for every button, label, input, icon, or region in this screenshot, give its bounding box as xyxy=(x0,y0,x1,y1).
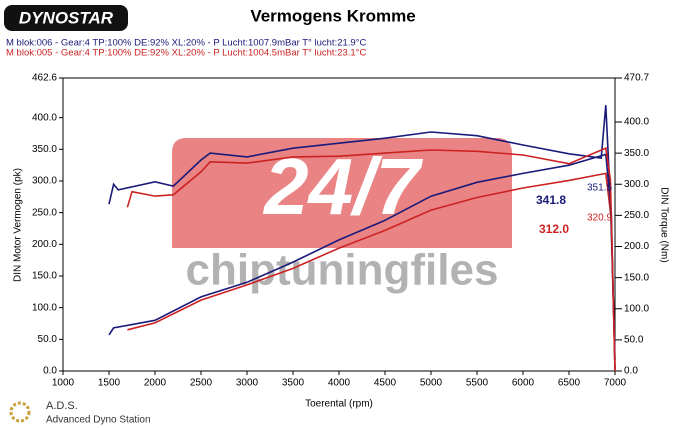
y2-tick-label: 300.0 xyxy=(624,179,649,190)
x-axis-label: Toerental (rpm) xyxy=(305,399,373,410)
y2-tick-label: 400.0 xyxy=(624,117,649,128)
series-line xyxy=(127,172,616,372)
x-tick-label: 7000 xyxy=(604,378,627,389)
x-tick-label: 3000 xyxy=(236,378,259,389)
y-axis-label: DIN Motor Vermogen (pk) xyxy=(13,168,24,282)
footer-name: Advanced Dyno Station xyxy=(46,415,151,426)
x-tick-label: 1000 xyxy=(52,378,75,389)
y-tick-label: 350.0 xyxy=(32,144,57,155)
x-tick-label: 1500 xyxy=(98,378,121,389)
logo-badge xyxy=(4,5,128,31)
y-tick-label: 150.0 xyxy=(32,271,57,282)
y-tick-label: 300.0 xyxy=(32,176,57,187)
y2-tick-label: 200.0 xyxy=(624,241,649,252)
annotation: 320.9 xyxy=(587,213,612,224)
watermark-small: chiptuningfiles xyxy=(186,246,499,295)
y-tick-label: 0.0 xyxy=(43,366,57,377)
y-tick-label: 250.0 xyxy=(32,207,57,218)
chart-title: Vermogens Kromme xyxy=(250,6,415,25)
annotation: 341.8 xyxy=(536,193,566,207)
footer-icon xyxy=(9,401,31,423)
y2-tick-label: 150.0 xyxy=(624,272,649,283)
x-tick-label: 4000 xyxy=(328,378,351,389)
watermark: 24/7 chiptuningfiles xyxy=(172,138,512,295)
x-tick-label: 6000 xyxy=(512,378,535,389)
y-tick-label: 200.0 xyxy=(32,239,57,250)
y-tick-label: 462.6 xyxy=(32,73,57,84)
annotation: 312.0 xyxy=(539,222,569,236)
logo: DYNOSTAR xyxy=(4,5,128,31)
y2-tick-label: 0.0 xyxy=(624,366,638,377)
x-tick-label: 5000 xyxy=(420,378,443,389)
footer-brand: A.D.S. xyxy=(46,400,78,412)
x-tick-label: 4500 xyxy=(374,378,397,389)
y2-axis-label: DIN Torque (Nm) xyxy=(658,187,669,262)
y2-tick-label: 100.0 xyxy=(624,303,649,314)
series-line xyxy=(108,105,616,360)
x-tick-label: 5500 xyxy=(466,378,489,389)
x-tick-label: 3500 xyxy=(282,378,305,389)
series-line xyxy=(126,147,616,370)
y2-tick-label: 350.0 xyxy=(624,148,649,159)
y-tick-label: 50.0 xyxy=(38,334,58,345)
header-line: M blok:005 - Gear:4 TP:100% DE:92% XL:20… xyxy=(6,48,366,59)
watermark-box xyxy=(172,138,512,248)
header-line: M blok:006 - Gear:4 TP:100% DE:92% XL:20… xyxy=(6,38,366,49)
y2-tick-label: 50.0 xyxy=(624,335,644,346)
series-line xyxy=(108,153,616,370)
x-tick-label: 2000 xyxy=(144,378,167,389)
y2-tick-label: 470.7 xyxy=(624,73,649,84)
y2-tick-label: 250.0 xyxy=(624,210,649,221)
logo-text: DYNOSTAR xyxy=(19,8,114,27)
y-tick-label: 400.0 xyxy=(32,112,57,123)
y-tick-label: 100.0 xyxy=(32,302,57,313)
annotation: 351.5 xyxy=(587,183,612,194)
x-tick-label: 6500 xyxy=(558,378,581,389)
x-tick-label: 2500 xyxy=(190,378,213,389)
